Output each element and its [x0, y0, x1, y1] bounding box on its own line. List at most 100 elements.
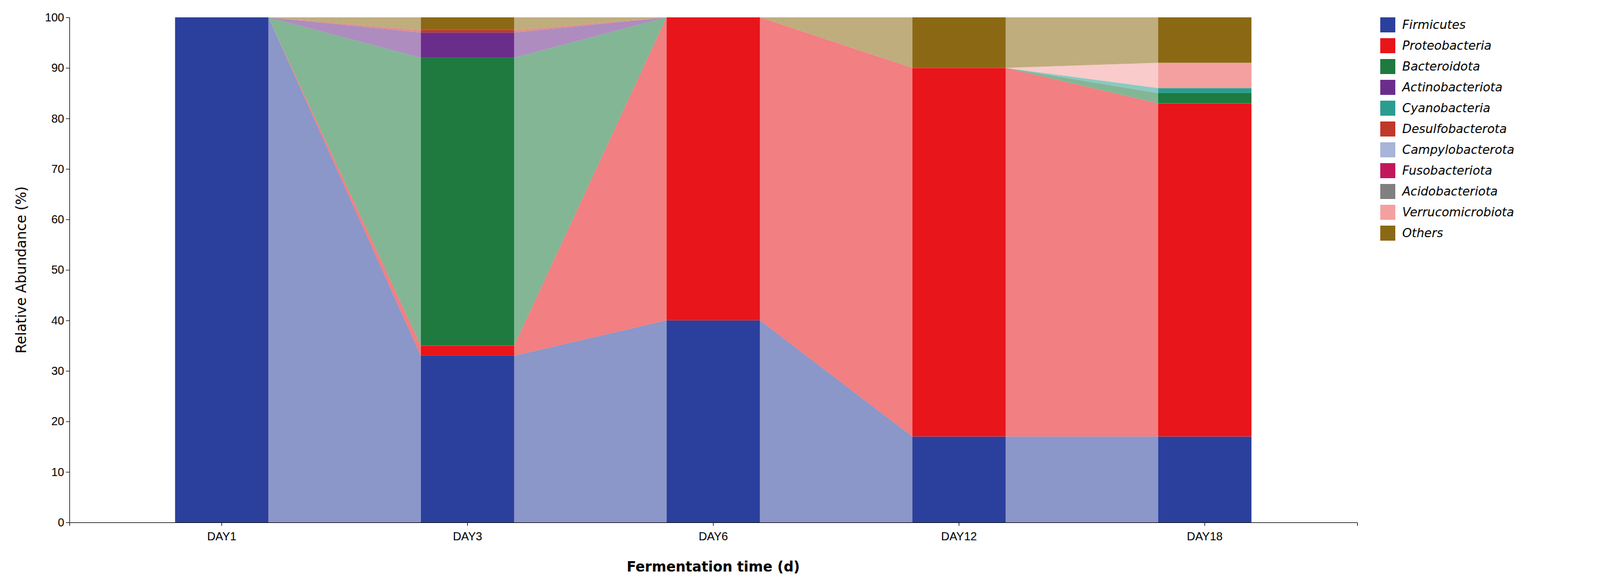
x-axis-line	[69, 522, 1358, 527]
bar	[175, 17, 269, 18]
legend-item: Actinobacteriota	[1380, 79, 1503, 95]
bar	[420, 57, 515, 346]
bar	[666, 17, 761, 18]
ribbon	[514, 17, 667, 31]
legend-item: Others	[1380, 225, 1444, 241]
bar	[666, 17, 761, 18]
legend-swatch	[1380, 38, 1396, 54]
bar	[912, 436, 1007, 523]
legend-swatch	[1380, 163, 1396, 179]
x-axis-title: Fermentation time (d)	[626, 558, 801, 575]
legend-label: Proteobacteria	[1402, 38, 1492, 53]
bar	[1158, 63, 1252, 89]
bar-series	[420, 32, 515, 58]
bar	[666, 17, 761, 18]
y-tick-label: 50	[51, 263, 65, 276]
ribbon	[268, 17, 421, 33]
bar-series	[175, 17, 1252, 523]
legend-item: Acidobacteriota	[1380, 183, 1498, 199]
bar-series	[420, 17, 1252, 68]
y-tick-label: 70	[51, 162, 65, 176]
bar	[420, 345, 515, 356]
legend-item: Campylobacterota	[1380, 142, 1515, 158]
x-tick-mark	[467, 522, 468, 526]
x-axis: DAY1DAY3DAY6DAY12DAY18	[69, 522, 1358, 543]
y-tick: 50	[51, 263, 70, 276]
bar	[1158, 93, 1252, 103]
bar	[420, 355, 515, 523]
y-tick-mark	[65, 420, 70, 422]
bar	[666, 320, 761, 523]
x-tick-mark	[958, 522, 960, 526]
bar	[175, 17, 269, 18]
ribbon	[268, 17, 421, 346]
bar	[175, 17, 269, 18]
legend-label: Others	[1402, 226, 1444, 240]
plot-area: DAY1DAY3DAY6DAY12DAY18010203040506070809…	[45, 10, 1358, 543]
ribbon	[514, 17, 667, 58]
bar	[175, 17, 269, 18]
y-tick-label: 20	[51, 414, 65, 428]
legend-label: Desulfobacterota	[1402, 122, 1507, 136]
y-tick: 90	[51, 61, 70, 75]
y-tick-mark	[65, 67, 70, 69]
bar	[1158, 102, 1252, 436]
x-tick-mark	[712, 522, 714, 526]
legend-swatch	[1380, 100, 1396, 116]
y-tick-mark	[65, 118, 70, 120]
ribbon	[268, 17, 421, 58]
legend-swatch	[1380, 79, 1396, 95]
legend-swatch	[1380, 17, 1396, 33]
ribbon	[1005, 17, 1159, 68]
y-tick-mark	[65, 168, 70, 170]
bar-series	[1158, 63, 1252, 89]
bar	[666, 17, 761, 18]
y-tick-mark	[65, 320, 70, 321]
x-tick: DAY1	[207, 522, 237, 543]
bar	[175, 17, 269, 18]
ribbons	[268, 17, 1159, 523]
bar	[175, 17, 269, 523]
y-tick: 100	[45, 10, 70, 24]
bar	[666, 17, 761, 18]
bar	[420, 17, 515, 31]
x-tick-mark	[1204, 522, 1206, 526]
bar	[1158, 17, 1252, 64]
legend-label: Actinobacteriota	[1401, 80, 1503, 95]
x-tick-label: DAY12	[941, 529, 978, 543]
bar	[666, 17, 761, 18]
legend-item: Cyanobacteria	[1380, 100, 1491, 116]
y-tick: 0	[57, 515, 70, 529]
ribbon	[514, 17, 667, 356]
x-tick-label: DAY6	[698, 529, 729, 543]
x-tick: DAY18	[1187, 522, 1223, 543]
marks	[175, 17, 1252, 523]
legend-swatch	[1380, 183, 1396, 199]
y-tick: 80	[51, 112, 70, 125]
ribbon	[268, 17, 421, 356]
y-tick-label: 60	[51, 212, 65, 226]
y-tick: 60	[51, 212, 70, 226]
y-tick-mark	[65, 522, 70, 523]
y-tick-label: 0	[57, 515, 65, 529]
y-axis-title: Relative Abundance (%)	[13, 186, 30, 354]
x-tick: DAY6	[698, 522, 729, 543]
x-tick-label: DAY1	[207, 529, 237, 543]
legend-item: Proteobacteria	[1380, 38, 1492, 54]
y-tick-label: 80	[51, 112, 65, 125]
y-tick-mark	[65, 270, 70, 271]
legend-item: Verrucomicrobiota	[1380, 204, 1514, 220]
ribbon	[1005, 436, 1159, 523]
legend-label: Fusobacteriota	[1402, 163, 1493, 178]
ribbon	[1005, 67, 1159, 436]
legend-swatch	[1380, 204, 1396, 220]
y-tick-label: 90	[51, 61, 65, 75]
legend-label: Campylobacterota	[1402, 142, 1515, 157]
legend-item: Firmicutes	[1380, 17, 1466, 33]
y-tick-mark	[65, 370, 70, 372]
legend-label: Bacteroidota	[1402, 59, 1481, 74]
bar	[175, 17, 269, 18]
y-tick-mark	[65, 17, 70, 18]
legend-label: Cyanobacteria	[1402, 101, 1491, 116]
legend-swatch	[1380, 142, 1396, 158]
